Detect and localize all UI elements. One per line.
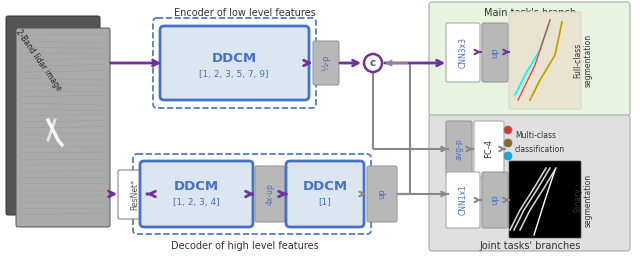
Text: DDCM: DDCM: [174, 180, 219, 194]
Text: Joint tasks' branches: Joint tasks' branches: [479, 241, 580, 251]
FancyBboxPatch shape: [509, 12, 581, 109]
Text: 2-Band lidar image: 2-Band lidar image: [14, 27, 63, 93]
FancyBboxPatch shape: [313, 41, 339, 85]
Text: Encoder of low level features: Encoder of low level features: [174, 8, 316, 18]
Text: Binary
segmentation: Binary segmentation: [573, 173, 593, 227]
FancyBboxPatch shape: [482, 172, 508, 228]
Text: up: up: [378, 189, 387, 199]
FancyBboxPatch shape: [482, 23, 508, 82]
Text: [1]: [1]: [319, 197, 332, 207]
Text: DDCM: DDCM: [303, 180, 348, 194]
Text: [1, 2, 3, 5, 7, 9]: [1, 2, 3, 5, 7, 9]: [199, 69, 269, 78]
Circle shape: [364, 54, 382, 72]
Text: Main task's branch: Main task's branch: [484, 8, 576, 18]
Text: ½-p: ½-p: [321, 55, 330, 71]
Text: CNN3x3: CNN3x3: [458, 37, 467, 68]
FancyBboxPatch shape: [429, 115, 630, 251]
Text: ResNet*: ResNet*: [131, 179, 140, 209]
Text: avg-p: avg-p: [454, 138, 463, 160]
Text: c: c: [370, 58, 376, 68]
FancyBboxPatch shape: [474, 121, 504, 177]
FancyBboxPatch shape: [140, 161, 253, 227]
Text: DDCM: DDCM: [211, 52, 257, 66]
Text: Multi-class: Multi-class: [515, 132, 556, 141]
FancyBboxPatch shape: [446, 23, 480, 82]
Circle shape: [504, 152, 512, 160]
Text: FC-4: FC-4: [484, 140, 493, 159]
FancyBboxPatch shape: [6, 16, 100, 215]
Text: Full-class
segmentation: Full-class segmentation: [573, 33, 593, 87]
Text: up: up: [490, 47, 499, 58]
FancyBboxPatch shape: [509, 161, 581, 238]
FancyBboxPatch shape: [446, 172, 480, 228]
FancyBboxPatch shape: [160, 26, 309, 100]
Text: [1, 2, 3, 4]: [1, 2, 3, 4]: [173, 197, 220, 207]
FancyBboxPatch shape: [255, 166, 285, 222]
Text: 4x-up: 4x-up: [266, 183, 275, 205]
FancyBboxPatch shape: [446, 121, 472, 177]
Circle shape: [504, 139, 512, 147]
Text: CNN1x1: CNN1x1: [458, 185, 467, 215]
Text: up: up: [490, 195, 499, 205]
Circle shape: [504, 126, 512, 134]
FancyBboxPatch shape: [118, 170, 152, 219]
FancyBboxPatch shape: [16, 28, 110, 227]
FancyBboxPatch shape: [429, 2, 630, 116]
FancyBboxPatch shape: [367, 166, 397, 222]
Text: classification: classification: [515, 144, 565, 153]
FancyBboxPatch shape: [286, 161, 364, 227]
Text: Decoder of high level features: Decoder of high level features: [171, 241, 319, 251]
